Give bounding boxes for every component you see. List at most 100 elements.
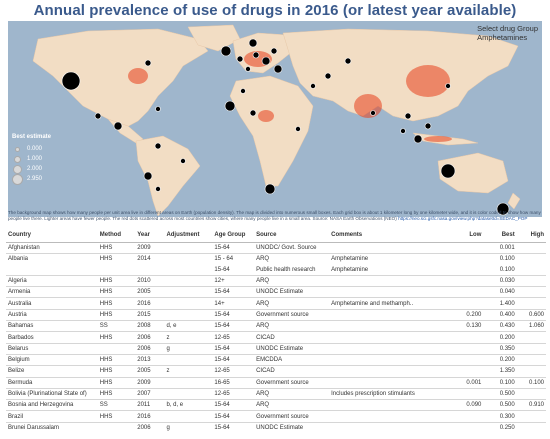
bubble-southeast-asia-1 xyxy=(413,134,423,144)
cell-method: HHS xyxy=(97,365,136,378)
cell-source: Public health research xyxy=(256,266,316,273)
cell-country: Brazil xyxy=(6,410,98,423)
cell-country: Bahamas xyxy=(6,320,98,332)
cell-comments: Amphetamine xyxy=(331,266,369,273)
cell-method xyxy=(98,265,136,276)
table-row[interactable]: 15-64 Public health research Amphetamine 0.… xyxy=(6,265,546,276)
cell-best: 0.400 xyxy=(483,308,517,321)
cell-year: 2010 xyxy=(135,274,165,287)
density-indonesia xyxy=(424,136,452,142)
legend-item-label: 0.000 xyxy=(27,146,43,152)
cell-adjustment xyxy=(164,297,213,310)
cell-source: CICAD xyxy=(254,365,330,378)
cell-age-group: 15-64 xyxy=(214,266,230,273)
selector-value[interactable]: Amphetamines xyxy=(477,33,528,42)
legend-item-label: 2.000 xyxy=(27,166,43,172)
cell-high xyxy=(516,253,546,265)
cell-adjustment xyxy=(164,241,213,254)
density-nigeria xyxy=(258,110,274,122)
table-row[interactable]: Belarus 2006 g 15-64 UNODC Estimate 0.350 xyxy=(6,342,546,355)
table-row[interactable]: Albania HHS 2014 15 - 64 ARQ Amphetamine 0.100 xyxy=(6,253,546,265)
cell-country: Albania xyxy=(6,253,98,265)
table-row[interactable]: Bermuda HHS 2009 16-65 Government source 0.00… xyxy=(6,376,546,389)
cell-age-group: 12+ xyxy=(212,274,255,287)
legend-item: 1.000 xyxy=(12,154,51,164)
cell-age-group: 14+ xyxy=(212,297,255,310)
table-row[interactable]: Belgium HHS 2013 15-64 EMCDDA 0.200 xyxy=(6,353,546,366)
cell-year: 2013 xyxy=(135,353,165,366)
world-map[interactable] xyxy=(8,21,542,217)
cell-age-group: 12-65 xyxy=(212,331,255,344)
map-source-note: The background map shows how many people… xyxy=(8,210,542,221)
table-row[interactable]: Barbados HHS 2006 z 12-65 CICAD 0.200 xyxy=(6,331,546,344)
map-note-text: The background map shows how many people… xyxy=(8,210,541,221)
cell-source: CICAD xyxy=(254,331,330,344)
cell-best: 0.250 xyxy=(483,421,517,434)
map-source-link[interactable]: https://neo.sci.gsfc.nasa.gov/view.php?d… xyxy=(398,215,528,221)
table-row[interactable]: Bosnia and Herzegovina SS 2011 b, d, e 15-64… xyxy=(6,399,546,411)
legend-item: 2.000 xyxy=(12,164,51,174)
cell-low: 0.090 xyxy=(441,399,484,411)
cell-method: HHS xyxy=(97,410,136,423)
cell-best: 0.100 xyxy=(483,253,517,265)
col-header-comments: Comments xyxy=(329,228,442,243)
cell-adjustment xyxy=(164,376,213,389)
table-row[interactable]: Armenia HHS 2005 15-64 UNODC Estimate 0.040 xyxy=(6,286,546,298)
cell-high xyxy=(516,331,546,344)
table-row[interactable]: Brunei Darussalam 2006 g 15-64 UNODC Estimat… xyxy=(6,421,546,434)
cell-source: Government source xyxy=(254,410,330,423)
cell-country: Barbados xyxy=(6,331,98,344)
cell-year: 2005 xyxy=(135,365,165,378)
drug-group-selector[interactable]: Select drug Group Amphetamines xyxy=(477,24,538,42)
cell-method: SS xyxy=(97,399,136,411)
world-map-canvas xyxy=(32,24,521,217)
table-header-row: Country Method Year Adjustment Age Group… xyxy=(6,228,546,243)
cell-high xyxy=(517,265,546,276)
cell-low: 0.200 xyxy=(441,308,484,321)
cell-method xyxy=(97,421,136,434)
cell-comments xyxy=(329,308,442,321)
bubble-europe-1 xyxy=(236,55,244,63)
cell-low xyxy=(441,297,484,310)
cell-comments xyxy=(329,399,442,411)
cell-low: 0.001 xyxy=(441,376,484,389)
table-row[interactable]: Afghanistan HHS 2009 15-64 UNODC/ Govt. Sour… xyxy=(6,241,546,254)
cell-year: 2011 xyxy=(135,399,165,411)
table-row[interactable]: Bolivia (Plurinational State of) HHS 2007 1… xyxy=(6,387,546,400)
cell-method: SS xyxy=(97,320,136,332)
cell-method: HHS xyxy=(97,353,136,366)
table-row[interactable]: Brazil HHS 2016 15-64 Government source 0.300 xyxy=(6,410,546,423)
land-australia xyxy=(437,152,509,194)
cell-source: UNODC Estimate xyxy=(254,286,330,298)
table-row[interactable]: Bahamas SS 2008 d, e 15-64 ARQ 0.130 0.430 1.060 xyxy=(6,320,546,332)
cell-country: Afghanistan xyxy=(6,241,98,254)
col-header-low: Low xyxy=(441,228,484,243)
bubble-caribbean xyxy=(155,106,161,112)
cell-low xyxy=(441,342,484,355)
cell-year: 2006 xyxy=(135,331,165,344)
cell-source: UNODC Estimate xyxy=(254,342,330,355)
bubble-southern-africa xyxy=(264,183,276,195)
cell-adjustment: z xyxy=(164,365,213,378)
table-row[interactable]: Algeria HHS 2010 12+ ARQ 0.030 xyxy=(6,274,546,287)
cell-high xyxy=(516,241,546,254)
bubble-europe-3 xyxy=(261,56,271,66)
cell-best: 0.040 xyxy=(483,286,517,298)
cell-best: 0.001 xyxy=(483,241,517,254)
table-row[interactable]: Belize HHS 2005 z 12-65 CICAD 1.350 xyxy=(6,365,546,378)
cell-age-group: 15 - 64 xyxy=(212,253,255,265)
table-row[interactable]: Australia HHS 2016 14+ ARQ Amphetamine and me… xyxy=(6,297,546,310)
cell-country: Belize xyxy=(6,365,98,378)
cell-source: ARQ xyxy=(254,320,330,332)
cell-adjustment: g xyxy=(164,342,213,355)
cell-high xyxy=(516,297,546,310)
cell-method: HHS xyxy=(97,253,136,265)
table-row[interactable]: Austria HHS 2015 15-64 Government source 0.20… xyxy=(6,308,546,321)
cell-adjustment: g xyxy=(164,421,213,434)
cell-low xyxy=(441,410,484,423)
cell-best: 0.200 xyxy=(483,331,517,344)
cell-high: 1.060 xyxy=(516,320,546,332)
cell-low xyxy=(442,265,484,276)
cell-comments xyxy=(329,353,442,366)
bubble-mexico xyxy=(94,112,102,120)
